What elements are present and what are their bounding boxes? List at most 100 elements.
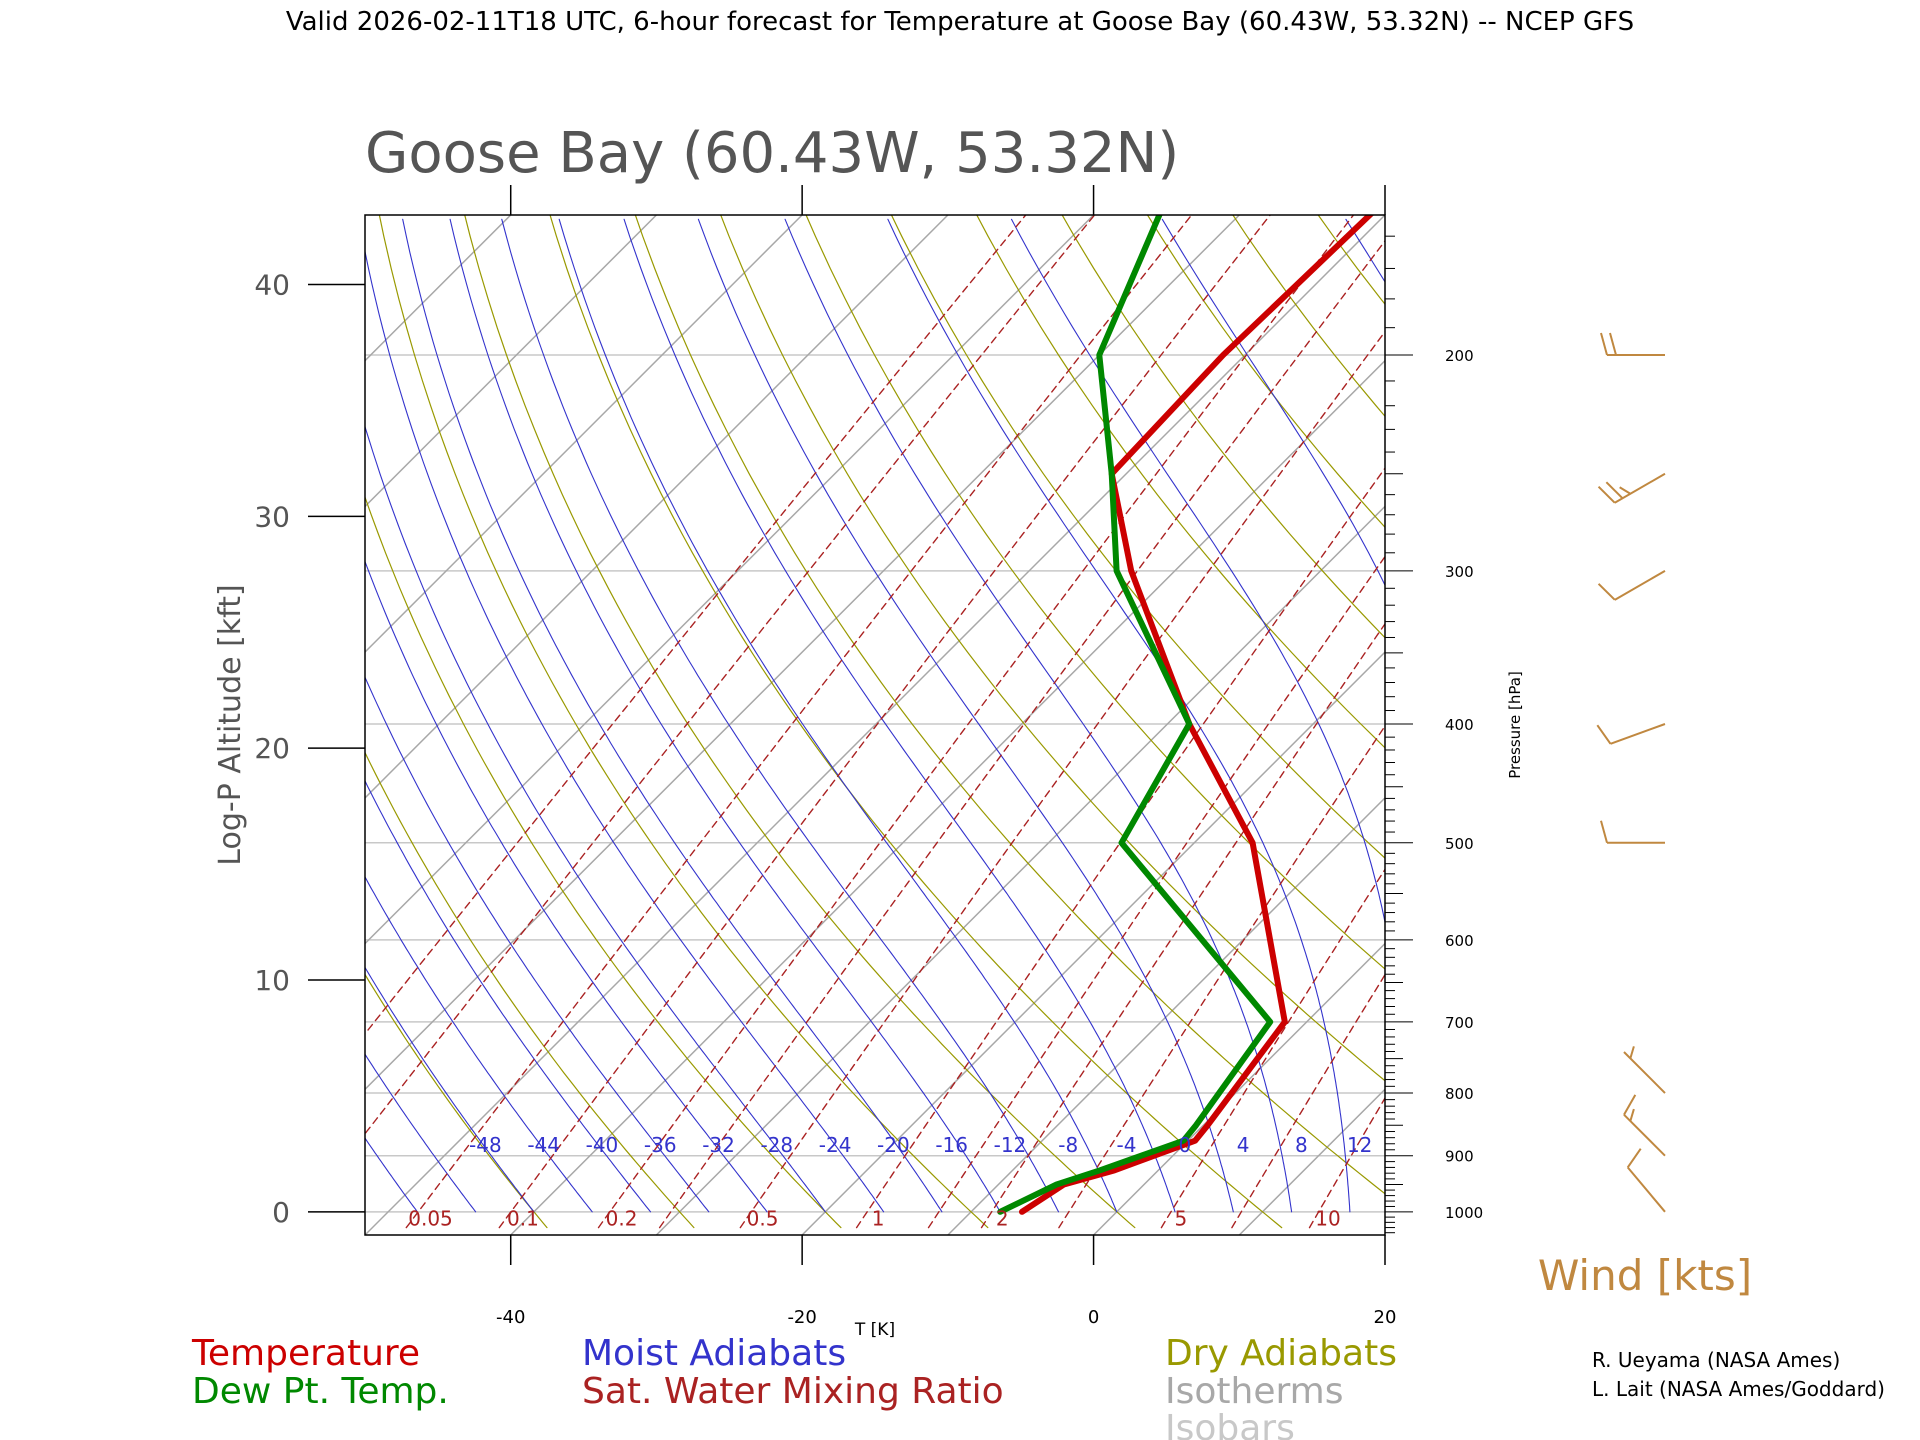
moist-adiabat-line [449, 218, 1001, 1213]
legend-dry-adiabats: Dry Adiabats [1165, 1333, 1397, 1374]
moist-adiabat-label: -36 [644, 1133, 677, 1157]
mixing-ratio-label: 1 [872, 1207, 885, 1231]
moist-adiabat-line [558, 218, 1118, 1213]
mixing-ratio-line [1566, 165, 1920, 1228]
isotherm-line [365, 215, 1095, 945]
mixing-ratio-label: 0.1 [507, 1207, 539, 1231]
plot-frame [364, 214, 1386, 1236]
moist-adiabat-line [365, 1053, 477, 1213]
moist-adiabat-line [784, 218, 1293, 1213]
mixing-ratio-line [365, 215, 1027, 1035]
moist-adiabat-label: -4 [1117, 1133, 1137, 1157]
moist-adiabat-label: 8 [1295, 1133, 1308, 1157]
y-tick-label: 20 [254, 732, 290, 765]
credit-line-2: L. Lait (NASA Ames/Goddard) [1592, 1377, 1885, 1401]
moist-adiabat-line [887, 218, 1351, 1213]
mixing-ratio-label: 0.05 [408, 1207, 453, 1231]
y-tick-label: 10 [254, 964, 290, 997]
moist-adiabat-line [1557, 219, 1654, 1212]
wind-barb-staff [1614, 472, 1666, 504]
pressure-tick-label: 700 [1445, 1014, 1474, 1032]
wind-barb-feather [1597, 583, 1616, 601]
wind-barb-staff [1626, 1166, 1666, 1213]
isotherm-line [1092, 942, 1385, 1235]
moist-adiabat-line [365, 675, 710, 1213]
dry-adiabat-line [1232, 215, 1385, 418]
isotherm-line [0, 215, 74, 1235]
moist-adiabat-line [1641, 219, 1778, 1212]
isotherm-line [365, 215, 1385, 1235]
legend-mixing-ratio: Sat. Water Mixing Ratio [582, 1371, 1004, 1412]
mixing-ratio-line [1469, 165, 1920, 1228]
pressure-tick-label: 300 [1445, 563, 1474, 581]
mixing-ratio-line [658, 239, 1385, 1229]
mixing-ratio-line [1231, 973, 1385, 1229]
dry-adiabat-line [378, 215, 989, 1229]
pressure-tick-label: 600 [1445, 932, 1474, 950]
moist-adiabat-line [697, 218, 1234, 1213]
mixing-ratio-label: 0.2 [606, 1207, 638, 1231]
dry-adiabat-line [1367, 165, 1920, 1228]
profile-lines [997, 215, 1375, 1215]
mixing-ratio-line [927, 555, 1385, 1229]
legend-dewpoint: Dew Pt. Temp. [192, 1371, 449, 1412]
pressure-tick-label: 200 [1445, 347, 1474, 365]
y-tick-label: 30 [254, 500, 290, 533]
isotherm-line [365, 215, 366, 217]
legend-isobars: Isobars [1165, 1408, 1295, 1440]
legend: Temperature Dew Pt. Temp. Moist Adiabats… [191, 1333, 1397, 1440]
moist-adiabat-label: 4 [1237, 1133, 1250, 1157]
moist-adiabat-label: -16 [935, 1133, 968, 1157]
mixing-ratio-line [739, 330, 1385, 1229]
chart-title: Goose Bay (60.43W, 53.32N) [365, 121, 1179, 186]
legend-moist-adiabats: Moist Adiabats [582, 1333, 846, 1374]
moist-adiabat-line [623, 218, 1176, 1213]
wind-barb-feather [1597, 486, 1616, 504]
mixing-ratio-label: 5 [1175, 1207, 1188, 1231]
credit-line-1: R. Ueyama (NASA Ames) [1592, 1348, 1840, 1372]
wind-barb-staff [1610, 723, 1666, 745]
wind-barb [1597, 472, 1666, 504]
mixing-ratio-line [1401, 165, 1920, 1228]
wind-barb-staff [1623, 1114, 1666, 1157]
dry-adiabat-line [1317, 215, 1385, 306]
mixing-ratio-line [1308, 1096, 1385, 1229]
mixing-ratio-label: 2 [996, 1207, 1009, 1231]
moist-adiabat-line [0, 219, 301, 1212]
moist-adiabat-line [365, 779, 652, 1213]
dewpoint-profile [997, 215, 1274, 1215]
dry-adiabat-line [365, 751, 695, 1229]
moist-adiabat-label: 12 [1347, 1133, 1372, 1157]
pressure-tick-label: 500 [1445, 835, 1474, 853]
dry-adiabat-line [1061, 215, 1385, 639]
moist-adiabat-label: -12 [994, 1133, 1027, 1157]
temperature-profile [1019, 215, 1375, 1215]
isotherm-line [1238, 1088, 1385, 1235]
mixing-ratio-line [855, 467, 1385, 1229]
wind-barb-staff [1614, 569, 1666, 601]
moist-adiabat-line [365, 424, 826, 1213]
x-tick-label: 20 [1374, 1307, 1397, 1328]
moist-adiabat-line [365, 966, 535, 1213]
moist-adiabat-line [26, 219, 359, 1212]
moist-adiabat-label: -48 [469, 1133, 502, 1157]
moist-adiabat-label: -20 [877, 1133, 910, 1157]
y-tick-label: 0 [272, 1196, 290, 1229]
isotherm-line [365, 215, 803, 654]
wind-barb-feather [1600, 820, 1608, 844]
x-axis-label: T [K] [854, 1320, 895, 1340]
moist-adiabat-line [365, 875, 593, 1213]
moist-adiabat-line [365, 248, 885, 1213]
wind-barb-feather [1596, 724, 1612, 745]
pressure-tick-label: 900 [1445, 1148, 1474, 1166]
wind-barb [1600, 332, 1665, 356]
x-tick-label: -20 [787, 1307, 816, 1328]
dry-adiabat-line [549, 215, 1283, 1229]
wind-barb [1623, 1046, 1666, 1094]
wind-barb-feather [1629, 1108, 1635, 1122]
isotherm-line [365, 215, 949, 799]
dry-adiabat-line [1782, 165, 1920, 1228]
wind-barb-feather [1609, 332, 1617, 356]
y-tick-label: 40 [254, 269, 290, 302]
